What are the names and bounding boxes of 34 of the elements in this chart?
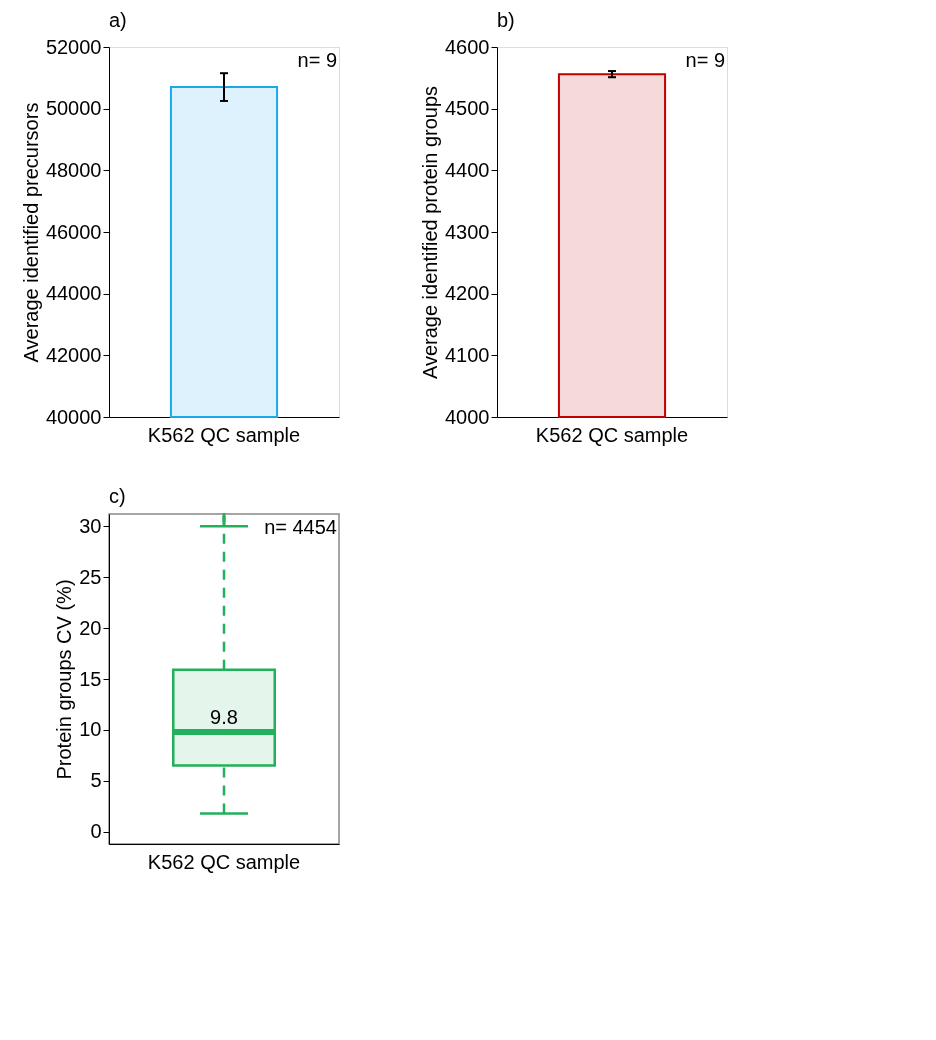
y-tick-label: 46000 xyxy=(45,220,102,243)
y-tick-label: 5 xyxy=(90,769,102,792)
y-tick-label: 4500 xyxy=(445,97,490,120)
y-tick-label: 50000 xyxy=(45,97,102,120)
x-tick-label: K562 QC sample xyxy=(147,850,301,873)
y-axis-title: Average identified protein groups xyxy=(419,85,442,380)
y-tick-label: 4000 xyxy=(445,405,490,428)
chart-title: c) xyxy=(109,485,126,508)
y-tick-label: 4100 xyxy=(445,343,490,366)
annotation: 9.8 xyxy=(210,705,238,728)
y-tick-label: 48000 xyxy=(45,158,102,181)
y-tick-label: 52000 xyxy=(45,35,102,58)
y-tick-label: 42000 xyxy=(45,343,102,366)
chart-title: a) xyxy=(109,9,127,31)
y-axis-title: Protein groups CV (%) xyxy=(53,579,76,780)
annotation: n= 9 xyxy=(297,49,337,71)
y-tick-label: 10 xyxy=(79,718,102,741)
y-tick-label: 40000 xyxy=(45,405,102,428)
y-tick-label: 4600 xyxy=(445,35,490,58)
y-tick-label: 4300 xyxy=(445,220,490,243)
y-tick-label: 4200 xyxy=(445,282,490,305)
y-tick-label: 20 xyxy=(79,616,102,639)
y-tick-label: 15 xyxy=(79,667,102,690)
x-tick-label: K562 QC sample xyxy=(147,423,301,446)
annotation: n= 4454 xyxy=(264,516,337,538)
y-axis-title: Average identified precursors xyxy=(19,102,42,363)
y-tick-label: 0 xyxy=(90,820,102,843)
y-tick-label: 25 xyxy=(79,565,102,588)
annotation: n= 9 xyxy=(685,49,725,71)
x-tick-label: K562 QC sample xyxy=(535,423,689,446)
y-tick-label: 4400 xyxy=(445,158,490,181)
chart-title: b) xyxy=(497,9,515,31)
y-tick-label: 30 xyxy=(79,514,102,537)
y-tick-label: 44000 xyxy=(45,282,102,305)
